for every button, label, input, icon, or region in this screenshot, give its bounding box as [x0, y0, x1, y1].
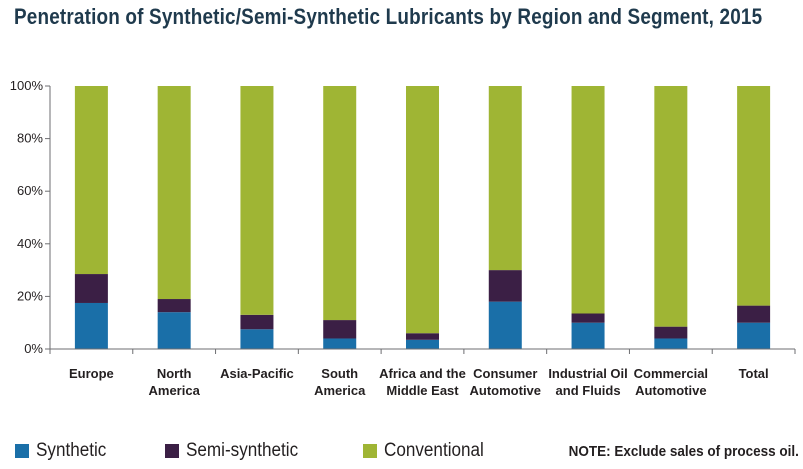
chart-title: Penetration of Synthetic/Semi-Synthetic … — [14, 4, 763, 29]
bar-semi-synthetic-8 — [737, 305, 771, 323]
x-category-label: Consumer Automotive — [470, 366, 542, 398]
bar-semi-synthetic-6 — [571, 313, 605, 323]
bar-semi-synthetic-4 — [406, 333, 439, 340]
y-tick-label: 80% — [17, 131, 43, 146]
x-category-label: South America — [314, 366, 366, 398]
x-category-label: Commercial Automotive — [634, 366, 708, 398]
bar-semi-synthetic-7 — [654, 326, 688, 339]
bar-semi-synthetic-3 — [323, 320, 357, 339]
footnote: NOTE: Exclude sales of process oil. — [568, 443, 799, 460]
bar-conventional-5 — [488, 86, 522, 271]
bar-synthetic-8 — [737, 322, 771, 349]
bar-semi-synthetic-1 — [157, 299, 191, 313]
x-category-label-line: Asia-Pacific — [220, 366, 294, 381]
bar-conventional-2 — [240, 86, 274, 315]
x-axis: Europe North America Asia-Pacific South Ameri… — [49, 348, 796, 398]
bar-synthetic-5 — [488, 301, 522, 349]
x-category-label: Europe — [69, 366, 114, 381]
x-category-label-line: Automotive — [635, 383, 707, 398]
x-category-label-line: Automotive — [470, 383, 542, 398]
bar-semi-synthetic-5 — [488, 270, 522, 302]
legend-item-semi-synthetic: Semi-synthetic — [165, 440, 311, 462]
y-axis: 0% 20% 40% 60% 80% 100% — [10, 78, 51, 356]
x-category-label-line: Africa and the — [379, 366, 466, 381]
legend-swatch — [165, 444, 179, 458]
legend-item-synthetic: Synthetic — [15, 440, 114, 462]
x-category-label-line: America — [149, 383, 201, 398]
x-category-label: Asia-Pacific — [220, 366, 294, 381]
bar-synthetic-6 — [571, 322, 605, 349]
legend-label: Semi-synthetic — [186, 440, 299, 461]
bars-group — [74, 86, 771, 349]
bar-synthetic-2 — [240, 329, 274, 349]
legend-swatch — [363, 444, 377, 458]
bar-synthetic-1 — [157, 312, 191, 349]
x-category-label-line: Europe — [69, 366, 114, 381]
x-category-label: Industrial Oil and Fluids — [548, 366, 627, 398]
bar-conventional-3 — [323, 86, 357, 321]
x-category-label: Africa and the Middle East — [379, 366, 466, 398]
y-tick-label: 20% — [17, 288, 43, 303]
x-category-label-line: Commercial — [634, 366, 708, 381]
legend-label: Conventional — [384, 440, 484, 461]
x-category-label-line: Middle East — [386, 383, 459, 398]
x-category-label-line: America — [314, 383, 366, 398]
bar-conventional-8 — [737, 86, 771, 306]
bar-conventional-1 — [157, 86, 191, 300]
bar-semi-synthetic-2 — [240, 314, 274, 330]
x-category-label-line: North — [157, 366, 192, 381]
x-category-label-line: Total — [739, 366, 769, 381]
y-tick-label: 0% — [24, 341, 43, 356]
legend: Synthetic Semi-synthetic Conventional — [15, 440, 800, 468]
y-tick-label: 40% — [17, 236, 43, 251]
x-category-label-line: and Fluids — [556, 383, 621, 398]
bar-semi-synthetic-0 — [74, 274, 108, 303]
bar-conventional-0 — [74, 86, 108, 275]
x-category-label-line: Industrial Oil — [548, 366, 627, 381]
legend-item-conventional: Conventional — [363, 440, 495, 462]
bar-synthetic-0 — [74, 302, 108, 349]
x-category-label-line: South — [321, 366, 358, 381]
bar-conventional-6 — [571, 86, 605, 314]
stacked-bar-chart: 0% 20% 40% 60% 80% 100% Europe North America Asi… — [10, 78, 796, 398]
x-category-label: North America — [149, 366, 201, 398]
bar-conventional-4 — [406, 86, 439, 334]
y-tick-label: 100% — [10, 78, 44, 93]
y-tick-label: 60% — [17, 183, 43, 198]
legend-swatch — [15, 444, 29, 458]
bar-conventional-7 — [654, 86, 688, 327]
x-category-label-line: Consumer — [473, 366, 537, 381]
legend-label: Synthetic — [36, 440, 107, 461]
bar-synthetic-3 — [323, 338, 357, 349]
x-category-label: Total — [739, 366, 769, 381]
bar-synthetic-7 — [654, 338, 688, 349]
bar-synthetic-4 — [406, 339, 439, 349]
